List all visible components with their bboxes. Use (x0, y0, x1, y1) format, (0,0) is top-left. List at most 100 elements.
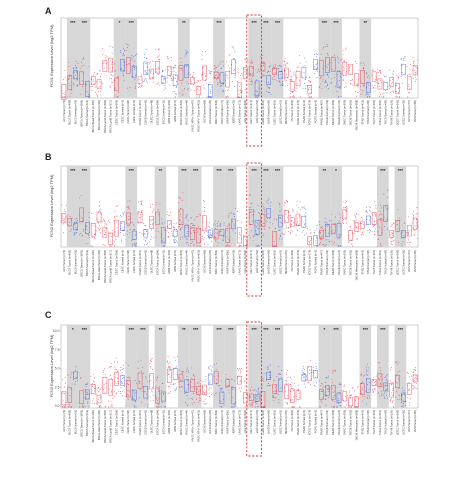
data-point (217, 385, 219, 387)
data-point (73, 232, 75, 234)
data-point (402, 387, 403, 389)
data-point (234, 76, 236, 78)
data-point (198, 391, 200, 393)
data-point (219, 223, 221, 225)
data-point (122, 54, 124, 56)
data-point (228, 215, 230, 217)
data-point (74, 64, 76, 66)
data-point (365, 93, 367, 95)
x-category-label: PAAD.Normal (n=4) (302, 410, 306, 433)
significance-band (78, 18, 91, 98)
data-point (290, 80, 292, 82)
data-point (373, 388, 375, 390)
data-point (141, 84, 143, 86)
data-point (273, 67, 275, 68)
data-point (131, 245, 133, 247)
data-point (331, 372, 333, 374)
x-category-label: SKCM.Tumor (n=103) (349, 410, 353, 435)
significance-band (248, 166, 260, 247)
data-point (284, 58, 286, 60)
data-point (133, 395, 135, 397)
data-point (380, 71, 381, 73)
data-point (193, 401, 195, 403)
data-point (248, 234, 250, 236)
data-point (80, 62, 82, 64)
data-point (356, 397, 358, 399)
data-point (82, 404, 84, 406)
data-point (144, 70, 146, 72)
data-point (401, 243, 403, 245)
data-point (335, 370, 336, 372)
box (108, 57, 113, 73)
data-point (166, 211, 168, 213)
data-point (133, 68, 135, 70)
data-point (117, 215, 119, 217)
data-point (279, 379, 281, 381)
data-point (251, 404, 253, 406)
data-point (251, 210, 253, 212)
data-point (321, 401, 323, 403)
data-point (321, 397, 323, 399)
data-point (180, 57, 182, 59)
data-point (70, 215, 72, 217)
data-point (140, 87, 142, 88)
box (366, 215, 371, 226)
box (295, 213, 301, 226)
data-point (77, 222, 79, 224)
x-category-label: PAAD.Tumor (n=178) (296, 100, 300, 125)
data-point (263, 373, 265, 375)
data-point (67, 216, 69, 218)
data-point (261, 213, 263, 214)
data-point (186, 51, 188, 53)
data-point (309, 233, 311, 235)
data-point (255, 230, 257, 232)
data-point (355, 215, 357, 217)
data-point (320, 400, 322, 402)
data-point (338, 213, 340, 215)
data-point (255, 82, 257, 84)
data-point (198, 96, 200, 98)
data-point (246, 60, 248, 61)
data-point (76, 85, 78, 87)
data-point (92, 86, 93, 88)
data-point (308, 89, 310, 91)
data-point (244, 58, 246, 60)
box (389, 230, 394, 238)
x-category-label: LIHC.Normal (n=50) (255, 250, 259, 273)
box (401, 230, 406, 239)
data-point (131, 57, 133, 59)
data-point (244, 71, 246, 73)
data-point (352, 84, 353, 86)
data-point (145, 71, 147, 73)
data-point (80, 377, 82, 378)
box (120, 59, 125, 72)
data-point (238, 245, 240, 247)
data-point (401, 65, 403, 67)
x-category-label: COAD.Tumor (n=457) (138, 100, 142, 125)
data-point (143, 238, 145, 240)
data-point (225, 386, 227, 388)
data-point (413, 377, 415, 379)
box (336, 71, 342, 88)
data-point (124, 211, 125, 213)
data-point (215, 369, 217, 371)
data-point (339, 405, 341, 407)
data-point (88, 406, 90, 408)
data-point (256, 401, 258, 403)
data-point (223, 65, 225, 67)
data-point (244, 385, 246, 387)
data-point (119, 231, 121, 233)
data-point (111, 390, 113, 392)
x-category-label: CHOL.Normal (n=9) (132, 410, 136, 433)
data-point (201, 59, 203, 60)
data-point (269, 71, 271, 73)
box (383, 82, 389, 91)
data-point (120, 67, 122, 69)
data-point (409, 398, 411, 400)
data-point (115, 382, 117, 384)
data-point (109, 67, 111, 69)
data-point (166, 77, 168, 79)
data-point (287, 84, 288, 86)
data-point (111, 74, 112, 76)
data-point (96, 96, 98, 97)
